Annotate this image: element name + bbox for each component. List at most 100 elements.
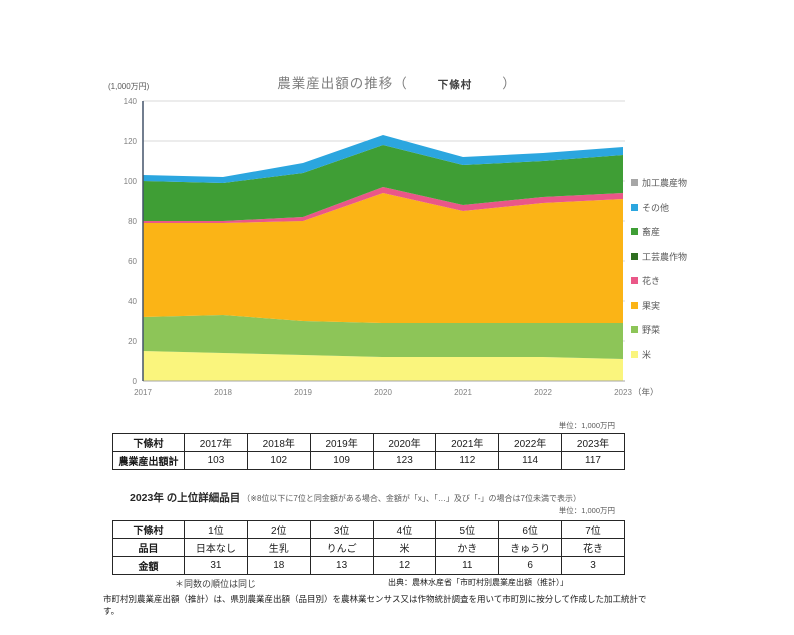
- annual-output-table: 下條村 2017年 2018年 2019年 2020年 2021年 2022年 2023年 農業…: [112, 433, 625, 470]
- y-tick-label: 0: [133, 377, 138, 386]
- legend-item-加工農産物: 加工農産物: [631, 176, 687, 189]
- top-items-table-cell: 11: [435, 556, 500, 575]
- top-items-table-header-cell: 1位: [184, 520, 248, 539]
- annual-table-cell: 103: [184, 451, 248, 470]
- annual-table-header-cell: 2023年: [561, 433, 625, 452]
- top-items-table-cell: 3: [561, 556, 625, 575]
- x-tick-label: 2020: [374, 388, 392, 397]
- top-items-table-cell: 生乳: [246, 538, 311, 557]
- top-items-table-cell: りんご: [309, 538, 374, 557]
- x-tick-label: 2017: [134, 388, 152, 397]
- annual-table-header-cell: 下條村: [112, 433, 185, 452]
- legend-label: 畜産: [642, 227, 661, 237]
- annual-table-header-cell: 2019年: [309, 433, 374, 452]
- y-tick-label: 140: [124, 97, 138, 106]
- x-tick-label: 2018: [214, 388, 232, 397]
- annual-table-cell: 112: [435, 451, 500, 470]
- legend-label: 果実: [642, 300, 661, 311]
- top-items-table-header-cell: 5位: [435, 520, 500, 539]
- x-tick-label: 2022: [534, 388, 552, 397]
- legend-swatch-icon: [631, 350, 638, 358]
- x-tick-label: 2023: [614, 388, 632, 397]
- top-items-table-cell: 13: [309, 556, 374, 575]
- legend-label: その他: [642, 202, 670, 213]
- chart-title-suffix: ）: [502, 76, 517, 91]
- legend-label: 米: [642, 349, 652, 360]
- rank-note: ＊同数の順位は同じ: [175, 579, 257, 589]
- y-tick-label: 100: [124, 177, 138, 186]
- annual-table-header-cell: 2022年: [498, 433, 563, 452]
- area-野菜: [143, 315, 623, 359]
- annual-table-header-cell: 2017年: [184, 433, 248, 452]
- top-items-table-cell: 金額: [112, 556, 185, 575]
- legend-swatch-icon: [631, 277, 638, 284]
- x-tick-label: 2019: [294, 388, 312, 397]
- legend-swatch-icon: [631, 252, 638, 260]
- top-items-table-header-cell: 4位: [372, 520, 437, 539]
- top-items-table-header-cell: 6位: [498, 520, 563, 539]
- legend-label: 野菜: [642, 325, 661, 335]
- annual-table-row: 農業産出額計 103 102 109 123 112 114 117: [112, 451, 625, 470]
- annual-table-cell: 114: [498, 451, 563, 470]
- annual-table-header-cell: 2021年: [435, 433, 500, 452]
- annual-table-unit-label: 単位：1,000万円: [558, 421, 615, 430]
- annual-table-header-cell: 2018年: [246, 433, 311, 452]
- area-米: [143, 351, 623, 381]
- top-items-table-header-cell: 3位: [309, 520, 374, 539]
- top-items-table-header-cell: 2位: [246, 520, 311, 539]
- legend-item-畜産: 畜産: [631, 225, 687, 238]
- top-items-table-cell: 31: [184, 556, 248, 575]
- legend-item-工芸農作物: 工芸農作物: [631, 250, 687, 263]
- x-axis-suffix: （年）: [633, 387, 659, 397]
- chart-legend: 加工農産物その他畜産工芸農作物花き果実野菜米: [631, 176, 687, 361]
- area-果実: [143, 193, 623, 323]
- top-items-title-note: （※8位以下に7位と同金額がある場合、金額が「x」、「…」及び「-」の場合は7位…: [242, 494, 581, 503]
- legend-item-花き: 花き: [631, 274, 687, 287]
- y-tick-label: 80: [128, 217, 137, 226]
- top-items-table-cell: 日本なし: [184, 538, 248, 557]
- chart-title-prefix: 農業産出額の推移（: [277, 76, 408, 91]
- top-items-table: 下條村 1位 2位 3位 4位 5位 6位 7位 品目 日本なし 生乳 りんご米かき きゅうり 花き 金額 3…: [112, 520, 625, 575]
- top-items-unit-label: 単位：1,000万円: [558, 506, 615, 515]
- legend-label: 工芸農作物: [642, 251, 688, 262]
- x-tick-label: 2021: [454, 388, 472, 397]
- legend-swatch-icon: [631, 301, 638, 309]
- top-items-table-cell: 品目: [112, 538, 185, 557]
- y-tick-label: 20: [128, 337, 137, 346]
- source-note: 出典：農林水産省「市町村別農業産出額（推計）」: [388, 578, 568, 587]
- legend-label: 加工農産物: [642, 178, 688, 188]
- chart-title: 農業産出額の推移（ 下條村 ）: [0, 72, 794, 92]
- annual-table-cell: 123: [372, 451, 437, 470]
- top-items-table-cell: 18: [246, 556, 311, 575]
- top-items-table-cell: 6: [498, 556, 563, 575]
- legend-item-米: 米: [631, 348, 687, 361]
- annual-table-cell: 117: [561, 451, 625, 470]
- annual-table-header-cell: 2020年: [372, 433, 437, 452]
- top-items-table-cell: 米: [372, 538, 437, 557]
- top-items-table-header-cell: 下條村: [112, 520, 185, 539]
- area-畜産: [143, 145, 623, 221]
- top-items-table-cell: 花き: [561, 538, 625, 557]
- legend-swatch-icon: [631, 203, 638, 211]
- y-tick-label: 60: [128, 257, 137, 266]
- y-tick-label: 40: [128, 297, 137, 306]
- legend-swatch-icon: [631, 228, 638, 235]
- y-tick-label: 120: [124, 137, 138, 146]
- top-items-table-cell: 12: [372, 556, 437, 575]
- top-items-table-cell: かき: [435, 538, 500, 557]
- top-items-table-cell: きゅうり: [498, 538, 563, 557]
- legend-item-果実: 果実: [631, 299, 687, 312]
- area-その他: [143, 135, 623, 183]
- municipality-name: 下條村: [437, 79, 473, 91]
- annual-table-cell: 102: [246, 451, 311, 470]
- annual-table-cell: 農業産出額計: [112, 451, 185, 470]
- y-axis-unit-label: (1,000万円): [108, 82, 150, 91]
- top-items-table-header-cell: 7位: [561, 520, 625, 539]
- top-items-table-row: 品目 日本なし 生乳 りんご米かき きゅうり 花き: [112, 538, 625, 557]
- top-items-title: 2023年 の上位詳細品目: [130, 492, 241, 504]
- chart-svg: 0 20 40 60 80 100 120 140 2017 2018 2019 2020 2021 20…: [124, 97, 659, 397]
- legend-item-野菜: 野菜: [631, 323, 687, 336]
- top-items-table-row: 金額 31 18 13 12 11 6 3: [112, 556, 625, 575]
- footer-description: 市町村別農業産出額（推計）は、県別農業産出額（品目別）を農林業センサス又は作物統…: [103, 594, 647, 616]
